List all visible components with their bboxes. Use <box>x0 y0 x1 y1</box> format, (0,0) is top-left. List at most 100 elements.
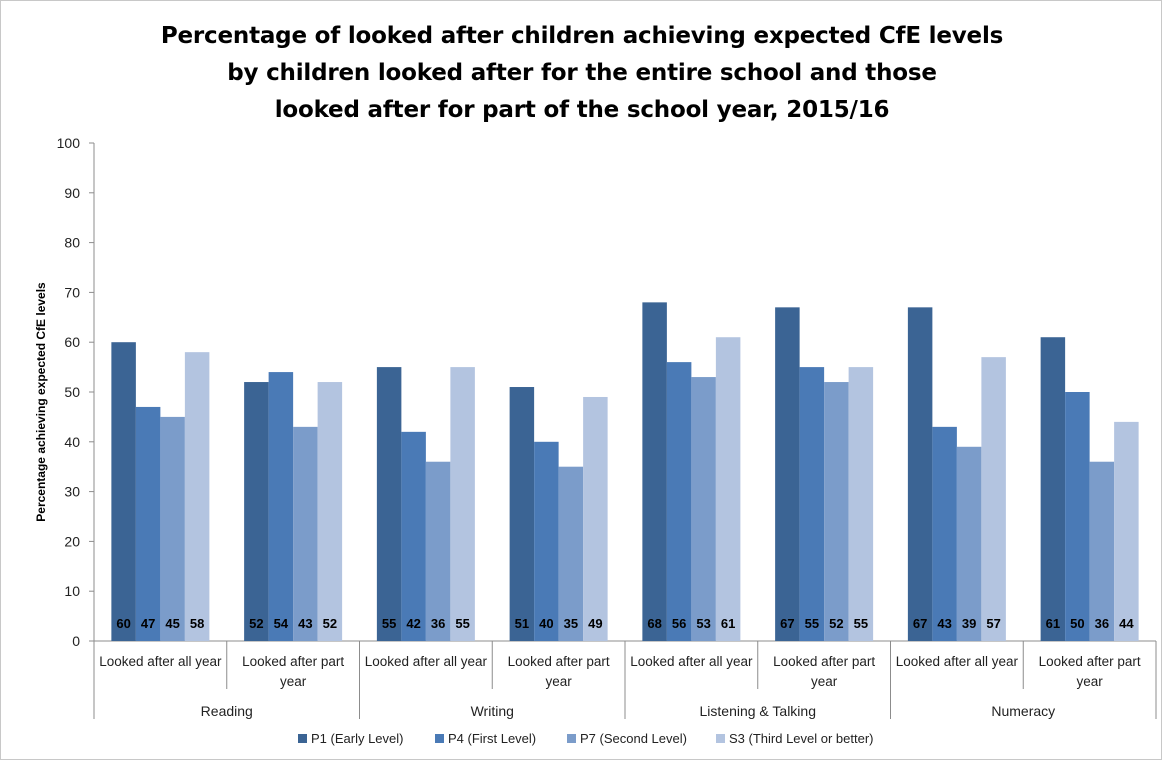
data-label: 36 <box>431 616 445 631</box>
legend-label: P1 (Early Level) <box>311 731 403 746</box>
bar <box>135 406 161 641</box>
data-label: 67 <box>780 616 794 631</box>
bar <box>824 382 849 641</box>
data-label: 42 <box>406 616 420 631</box>
y-tick-label: 50 <box>64 384 80 400</box>
data-label: 44 <box>1119 616 1134 631</box>
data-label: 52 <box>829 616 843 631</box>
bar <box>111 342 136 641</box>
bar <box>1089 461 1115 641</box>
x-category-label: year <box>280 674 307 689</box>
bars <box>111 302 1139 641</box>
bar <box>450 367 475 641</box>
legend-swatch <box>716 734 725 743</box>
y-tick-label: 100 <box>57 135 81 151</box>
data-label: 52 <box>323 616 337 631</box>
legend-swatch <box>567 734 576 743</box>
data-label: 52 <box>249 616 263 631</box>
data-label: 43 <box>298 616 312 631</box>
bar <box>715 337 741 641</box>
data-label: 39 <box>962 616 976 631</box>
bar <box>268 372 294 641</box>
x-category-label: year <box>811 674 838 689</box>
bar <box>666 362 692 641</box>
y-tick-label: 40 <box>64 434 80 450</box>
data-label: 53 <box>696 616 710 631</box>
x-category-label: Looked after all year <box>99 654 222 669</box>
x-category-label: Looked after all year <box>365 654 488 669</box>
x-category-label: Looked after part <box>773 654 875 669</box>
bar <box>907 307 933 641</box>
data-label: 50 <box>1070 616 1084 631</box>
data-label: 54 <box>274 616 289 631</box>
data-label: 36 <box>1095 616 1109 631</box>
x-axis: Looked after all year Looked after part ye… <box>93 641 1157 719</box>
x-category-label: Looked after part <box>242 654 344 669</box>
data-label: 45 <box>165 616 179 631</box>
data-label: 51 <box>515 616 529 631</box>
axes: 0 10 20 30 40 50 60 70 80 90 100 Percentage achievi… <box>34 135 1156 649</box>
bar <box>534 441 559 641</box>
x-group-label: Listening & Talking <box>700 703 816 719</box>
data-label: 49 <box>588 616 602 631</box>
bar <box>160 416 185 641</box>
bar <box>691 377 716 641</box>
bar <box>425 461 451 641</box>
bar <box>956 446 982 641</box>
bar <box>932 426 957 641</box>
chart-title-line-3: looked after for part of the school year… <box>274 97 890 123</box>
y-tick-label: 90 <box>64 185 80 201</box>
data-label: 67 <box>913 616 927 631</box>
bar <box>244 382 269 641</box>
bar <box>293 426 318 641</box>
bar <box>401 431 426 641</box>
bar <box>376 367 402 641</box>
bar <box>642 302 667 641</box>
bar <box>799 367 825 641</box>
x-group-label: Writing <box>471 703 514 719</box>
data-label: 61 <box>1046 616 1060 631</box>
bar <box>184 352 210 641</box>
y-tick-label: 0 <box>72 633 80 649</box>
data-labels: 60 47 45 58 52 54 43 52 55 42 36 55 51 40 35 49 68 56 53 61… <box>116 616 1134 631</box>
legend-label: P7 (Second Level) <box>580 731 687 746</box>
y-tick-label: 60 <box>64 334 80 350</box>
bar <box>1065 392 1090 641</box>
bar <box>317 382 343 641</box>
data-label: 68 <box>647 616 661 631</box>
x-group-label: Numeracy <box>991 703 1055 719</box>
bar <box>1040 337 1066 641</box>
bar <box>775 307 800 641</box>
bar <box>583 396 608 641</box>
y-tick-label: 80 <box>64 235 80 251</box>
y-tick-label: 10 <box>64 583 80 599</box>
data-label: 55 <box>805 616 819 631</box>
bar <box>981 357 1006 641</box>
y-tick-label: 20 <box>64 533 80 549</box>
bar <box>558 466 584 641</box>
x-category-label: year <box>1076 674 1103 689</box>
y-axis-title: Percentage achieving expected CfE levels <box>34 282 48 522</box>
legend-label: S3 (Third Level or better) <box>729 731 874 746</box>
legend-swatch <box>435 734 444 743</box>
x-category-label: Looked after part <box>1039 654 1141 669</box>
x-category-label: Looked after part <box>508 654 610 669</box>
legend: P1 (Early Level) P4 (First Level) P7 (Seco… <box>298 731 874 746</box>
data-label: 55 <box>854 616 868 631</box>
data-label: 60 <box>116 616 130 631</box>
data-label: 40 <box>539 616 553 631</box>
data-label: 43 <box>937 616 951 631</box>
x-category-label: year <box>545 674 572 689</box>
data-label: 57 <box>986 616 1000 631</box>
data-label: 47 <box>141 616 155 631</box>
data-label: 55 <box>455 616 469 631</box>
data-label: 61 <box>721 616 735 631</box>
data-label: 55 <box>382 616 396 631</box>
x-category-label: Looked after all year <box>896 654 1019 669</box>
data-label: 58 <box>190 616 204 631</box>
bar <box>1114 421 1139 641</box>
y-tick-label: 70 <box>64 284 80 300</box>
y-tick-label: 30 <box>64 484 80 500</box>
